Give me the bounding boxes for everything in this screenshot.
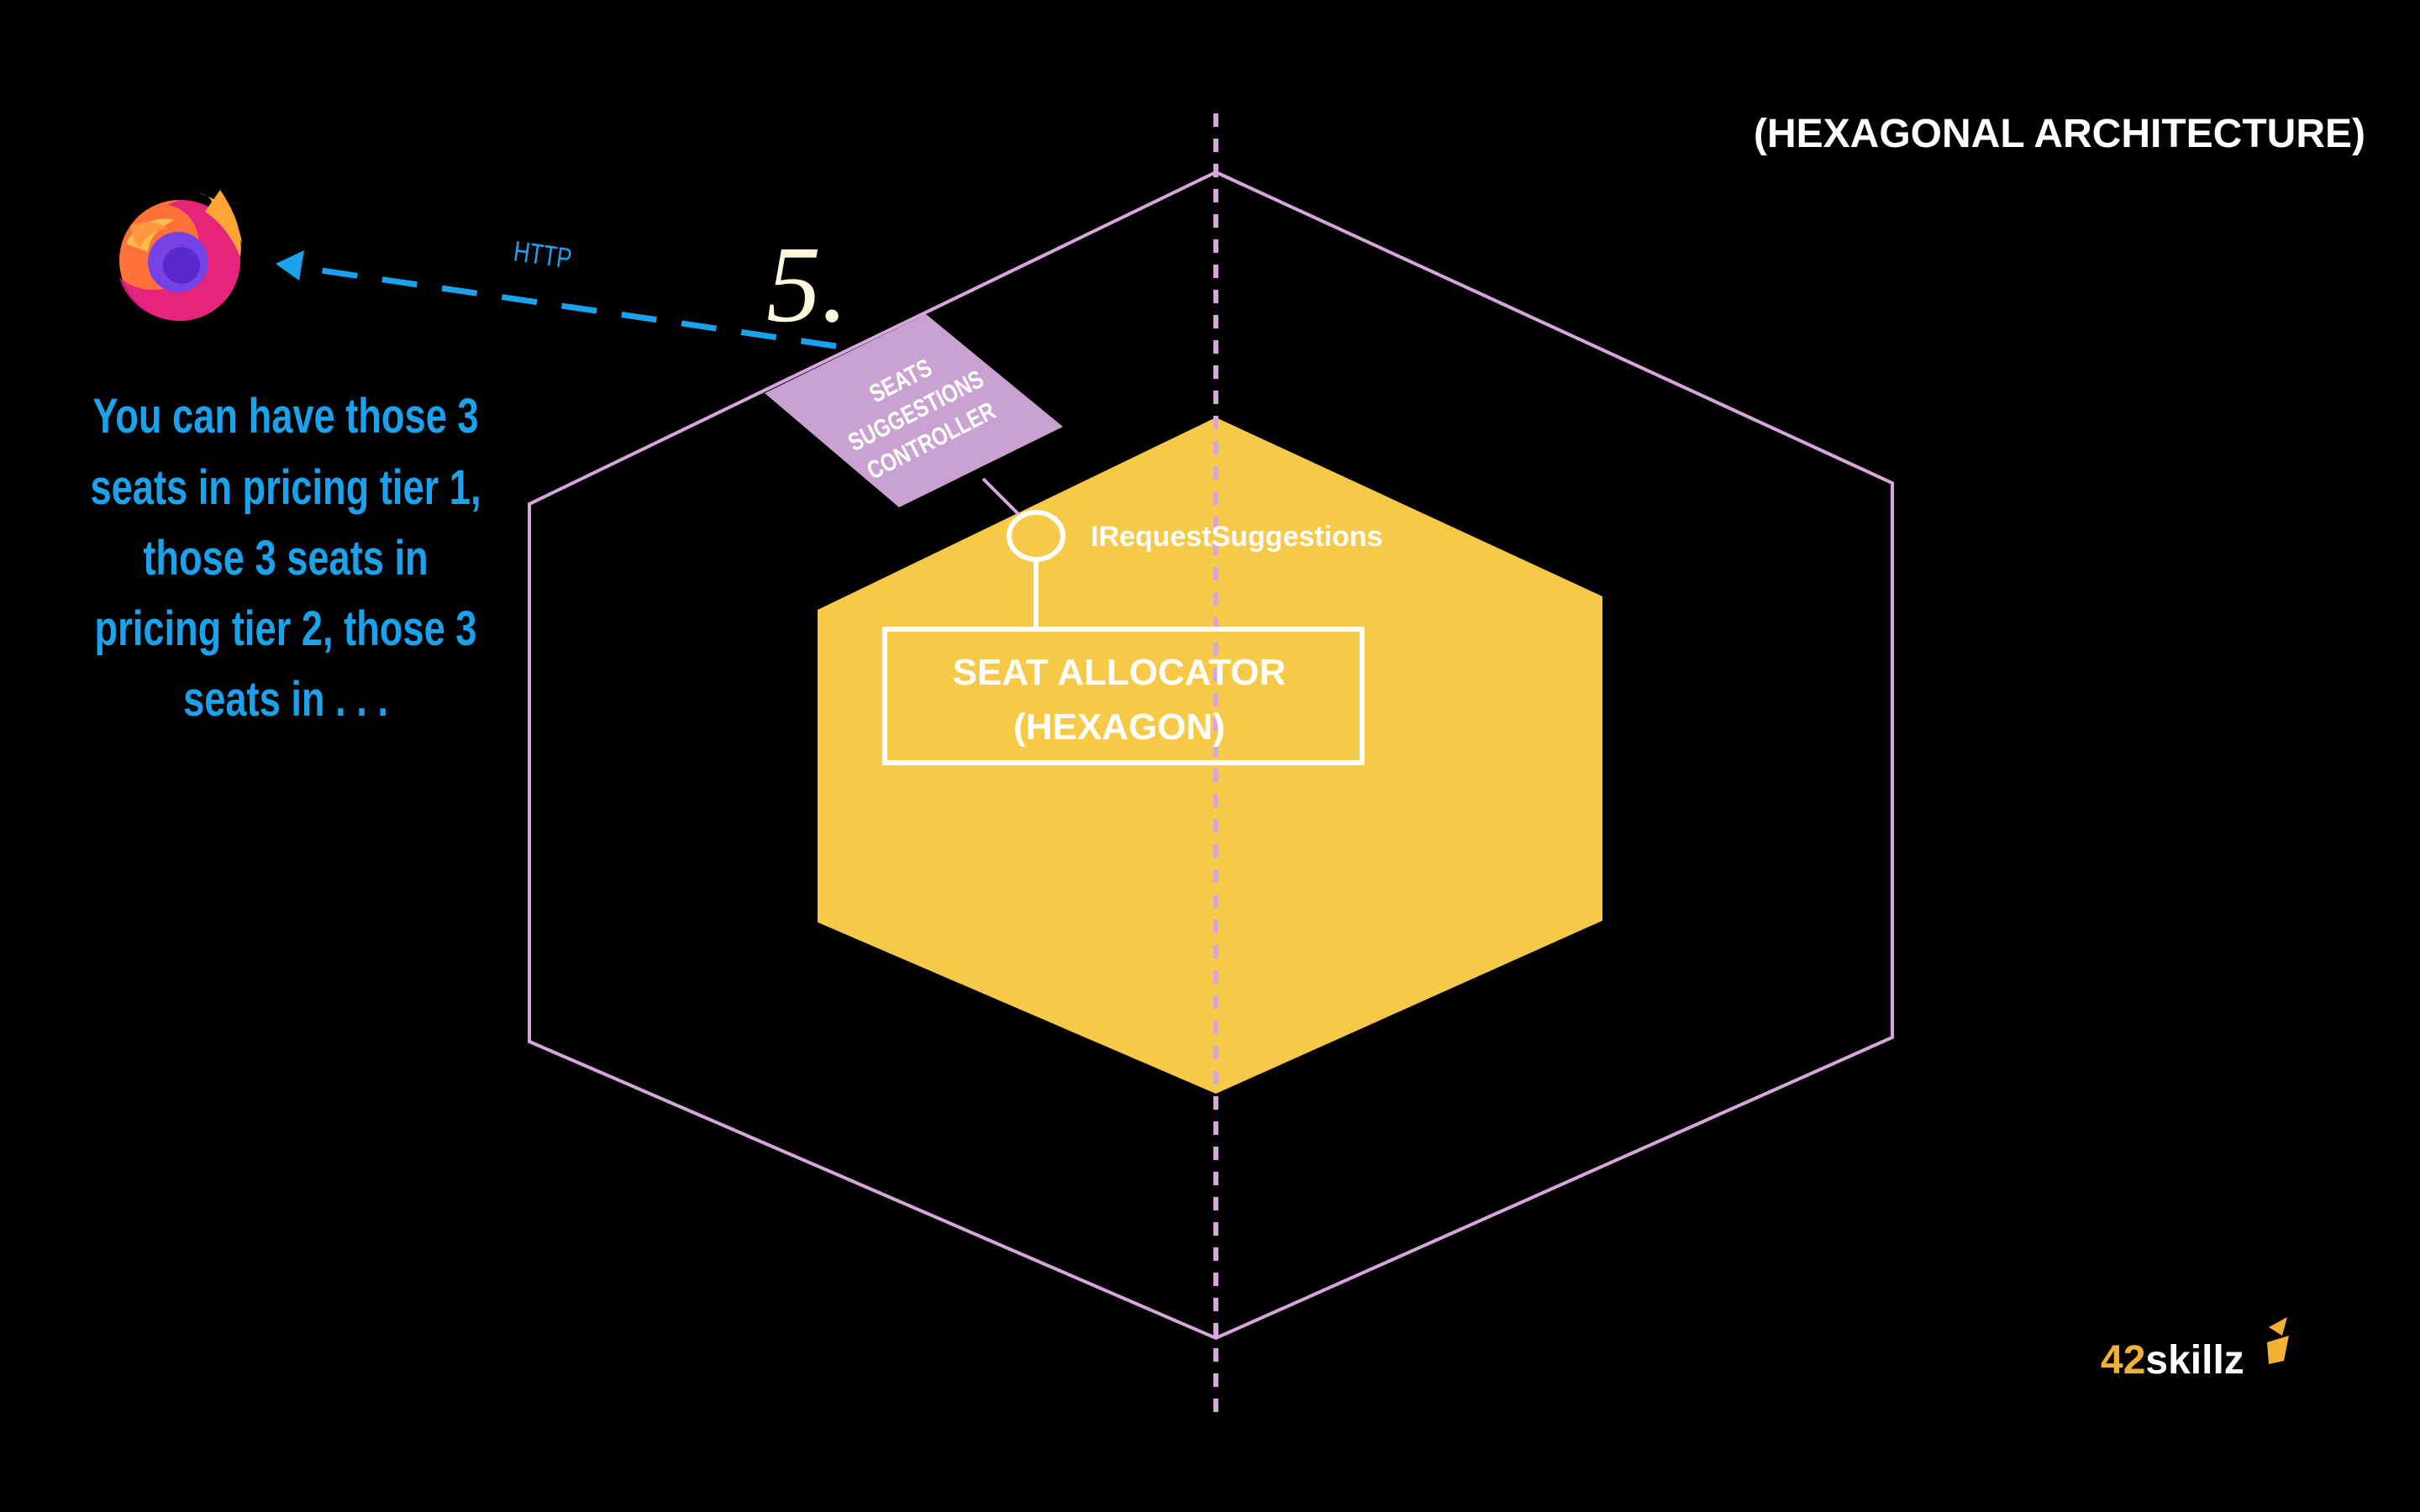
port-label: IRequestSuggestions bbox=[1091, 521, 1383, 553]
response-text-line3: those 3 seats in bbox=[143, 532, 428, 586]
42skillz-logo-icon bbox=[2267, 1317, 2289, 1364]
step-number: 5. bbox=[766, 224, 849, 345]
response-text-line1: You can have those 3 bbox=[92, 390, 478, 444]
outer-hexagon bbox=[528, 170, 1894, 1341]
42skillz-logo: 42skillz bbox=[2101, 1317, 2289, 1383]
adapter-port-connector bbox=[981, 477, 1020, 516]
seat-allocator-label-line1: SEAT ALLOCATOR bbox=[953, 652, 1286, 693]
svg-text:42skillz: 42skillz bbox=[2101, 1338, 2244, 1383]
arrow-head bbox=[276, 250, 304, 281]
seat-allocator-box bbox=[882, 627, 1365, 765]
response-text-line5: seats in . . . bbox=[183, 673, 388, 727]
port-circle bbox=[1007, 510, 1065, 562]
response-text-line2: seats in pricing tier 1, bbox=[90, 461, 481, 516]
inner-hexagon bbox=[818, 417, 1602, 1094]
logo-prefix: 42 bbox=[2101, 1338, 2145, 1383]
http-label: HTTP bbox=[512, 235, 574, 275]
firefox-icon bbox=[119, 190, 242, 321]
slide-title: (HEXAGONAL ARCHITECTURE) bbox=[1754, 112, 2365, 156]
seat-allocator-label-line2: (HEXAGON) bbox=[1013, 706, 1225, 748]
logo-suffix: skillz bbox=[2145, 1338, 2244, 1383]
seats-suggestions-controller-adapter bbox=[765, 314, 1063, 507]
response-text-line4: pricing tier 2, those 3 bbox=[95, 602, 477, 657]
http-response-arrow bbox=[297, 264, 837, 349]
